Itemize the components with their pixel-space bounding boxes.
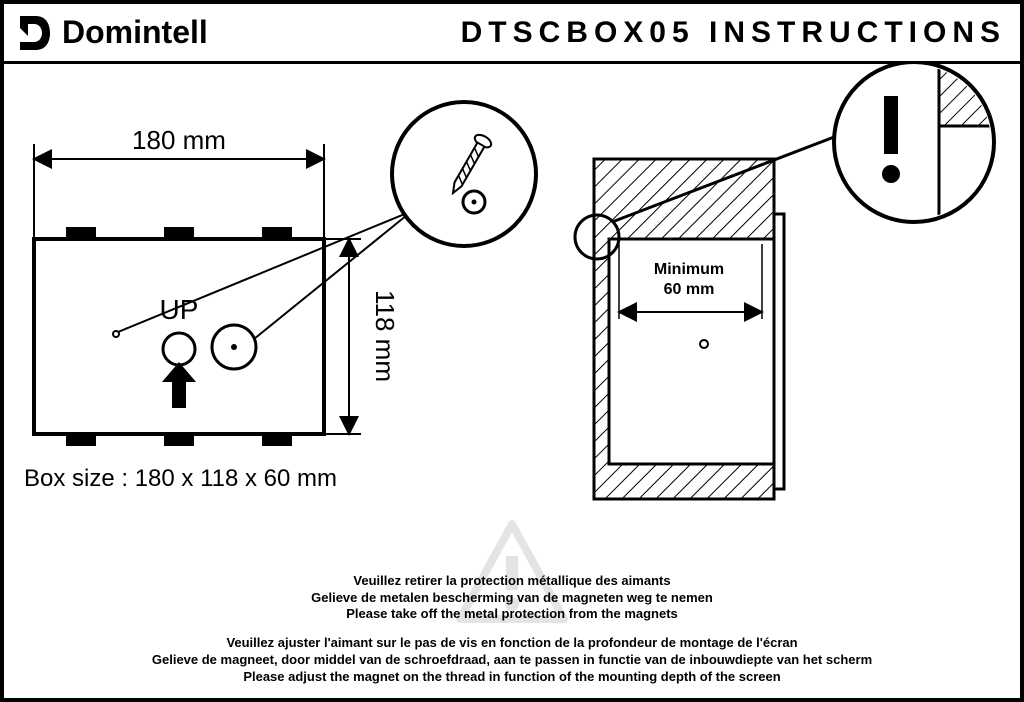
instruction-sheet: Domintell DTSCBOX05 INSTRUCTIONS 180 mm — [0, 0, 1024, 702]
instr1-en: Please take off the metal protection fro… — [24, 606, 1000, 623]
instr2-en: Please adjust the magnet on the thread i… — [24, 669, 1000, 686]
brand-logo-icon — [18, 14, 52, 52]
box-size-label: Box size : 180 x 118 x 60 mm — [24, 465, 337, 492]
brand-name: Domintell — [62, 14, 208, 51]
width-label: 180 mm — [132, 125, 226, 155]
header: Domintell DTSCBOX05 INSTRUCTIONS — [4, 4, 1020, 64]
min-depth-label-2: 60 mm — [664, 281, 715, 298]
min-depth-label-1: Minimum — [654, 261, 724, 278]
side-section: Minimum 60 mm — [575, 159, 784, 499]
instr2-nl: Gelieve de magneet, door middel van de s… — [24, 652, 1000, 669]
instr1-fr: Veuillez retirer la protection métalliqu… — [24, 573, 1000, 590]
instr2-fr: Veuillez ajuster l'aimant sur le pas de … — [24, 635, 1000, 652]
brand: Domintell — [18, 14, 208, 52]
height-label: 118 mm — [370, 290, 400, 382]
up-label: UP — [160, 294, 199, 325]
instruction-text: Veuillez retirer la protection métalliqu… — [4, 573, 1020, 686]
front-view: 180 mm 118 mm UP — [24, 125, 400, 492]
instr1-nl: Gelieve de metalen bescherming van de ma… — [24, 590, 1000, 607]
page-title: DTSCBOX05 INSTRUCTIONS — [461, 16, 1006, 50]
